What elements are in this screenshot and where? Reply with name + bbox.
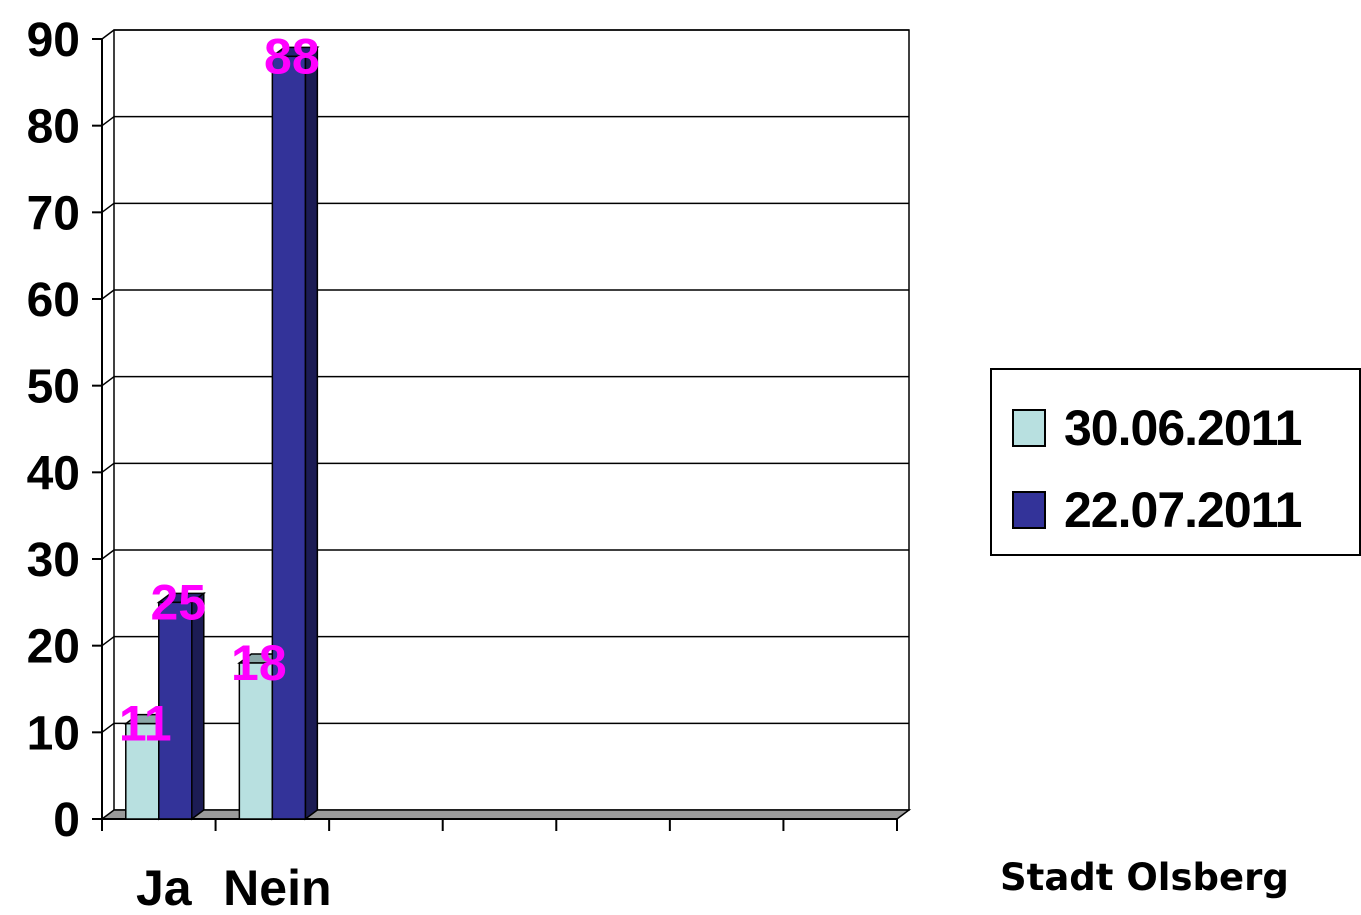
bar-ja-2 [156, 591, 207, 821]
legend-item-series-2: 22.07.2011 [1012, 482, 1302, 538]
data-labels: 11 25 18 88 [119, 28, 320, 751]
bar-front [238, 662, 274, 820]
x-tick-labels: Ja Nein [136, 860, 332, 915]
y-tick-label: 0 [53, 794, 80, 847]
y-tick-label: 80 [27, 101, 80, 154]
footer-caption: Stadt Olsberg [1000, 856, 1289, 899]
x-tick-label-ja: Ja [136, 860, 193, 915]
y-tick-label: 40 [27, 447, 80, 500]
bar-side [304, 45, 319, 821]
y-tick-label: 20 [27, 621, 80, 674]
back-wall [113, 29, 910, 811]
legend-label-series-2: 22.07.2011 [1064, 482, 1302, 538]
y-tick-labels: 0 10 20 30 40 50 60 70 80 90 [27, 14, 80, 847]
gridline-depth [101, 376, 115, 387]
bar-front [271, 55, 307, 820]
bar-front [125, 722, 160, 820]
legend-swatch-series-1 [1012, 409, 1046, 447]
bar-front [158, 601, 193, 820]
gridline-depth [101, 636, 115, 647]
bars [123, 45, 320, 821]
gridline-depth [101, 722, 115, 733]
y-tick-label: 50 [27, 361, 80, 414]
y-tick-label: 30 [27, 534, 80, 587]
y-tick-label: 70 [27, 187, 80, 240]
axes [92, 38, 898, 831]
data-label: 11 [119, 696, 172, 752]
data-label: 25 [150, 574, 206, 630]
data-label: 88 [264, 28, 320, 84]
legend: 30.06.2011 22.07.2011 [990, 368, 1361, 556]
plot-area [99, 29, 912, 820]
bar-nein-2 [270, 45, 320, 821]
gridline-depth [101, 549, 115, 560]
gridline-depth [101, 29, 115, 40]
y-tick-label: 10 [27, 707, 80, 760]
y-tick-label: 90 [27, 14, 80, 67]
gridline-depth [101, 289, 115, 300]
x-tick-label-nein: Nein [223, 860, 331, 915]
gridline-depth [101, 462, 115, 473]
floor [99, 809, 912, 820]
data-label: 18 [231, 635, 287, 691]
gridlines [101, 29, 909, 733]
legend-item-series-1: 30.06.2011 [1012, 400, 1302, 456]
gridline-depth [101, 116, 115, 127]
y-tick-label: 60 [27, 274, 80, 327]
legend-label-series-1: 30.06.2011 [1064, 400, 1302, 456]
gridline-depth [101, 202, 115, 213]
legend-swatch-series-2 [1012, 491, 1046, 529]
